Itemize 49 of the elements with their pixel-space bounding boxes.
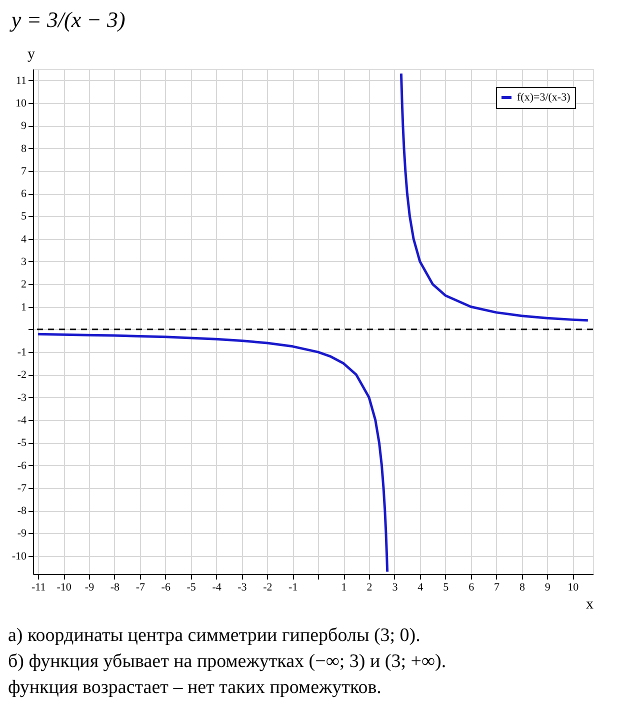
y-tick-label: 6 xyxy=(21,188,27,200)
y-tick-label: -2 xyxy=(17,369,26,382)
y-tick-label: 9 xyxy=(21,120,27,132)
x-tick-label: -6 xyxy=(161,582,171,594)
x-tick-label: 4 xyxy=(418,582,424,594)
y-tick-label: 4 xyxy=(21,233,27,246)
y-tick-label: -3 xyxy=(17,392,27,404)
y-tick-label: 2 xyxy=(21,278,26,291)
x-tick-label: -4 xyxy=(212,582,222,594)
x-axis-title: x xyxy=(586,596,594,612)
x-tick-label: -7 xyxy=(136,582,146,594)
y-tick-label: -9 xyxy=(17,528,27,540)
x-tick-label: 9 xyxy=(544,582,551,594)
x-tick-label: -8 xyxy=(110,582,120,594)
y-tick-label: 7 xyxy=(21,165,27,178)
x-tick-label: 6 xyxy=(468,582,475,594)
y-tick-label: 10 xyxy=(16,97,27,110)
y-tick-label: -10 xyxy=(12,550,27,562)
x-tick-label: -3 xyxy=(238,582,248,594)
x-tick-label: 2 xyxy=(366,582,372,594)
x-tick-label: 8 xyxy=(519,582,526,594)
x-tick-label: 1 xyxy=(341,582,347,594)
x-tick-label: 7 xyxy=(494,582,500,594)
x-tick-label: 5 xyxy=(443,582,450,594)
text: б) функция убывает на промежутках (−∞; 3) и (3; +∞). xyxy=(8,651,446,672)
text: а) координаты центра симметрии гиперболы (3; 0). xyxy=(8,625,420,646)
text: функция возрастает – нет таких промежутков. xyxy=(8,677,382,698)
y-tick-label: 1 xyxy=(21,301,26,314)
legend-label: f(x)=3/(x-3) xyxy=(517,92,571,104)
x-tick-label: 10 xyxy=(568,582,580,594)
y-tick-label: -7 xyxy=(17,482,27,494)
y-tick-label: -8 xyxy=(17,505,27,518)
y-tick-label: 11 xyxy=(16,74,26,87)
x-tick-label: -9 xyxy=(84,582,95,594)
x-tick-label: -11 xyxy=(31,582,46,594)
y-tick-label: -5 xyxy=(17,437,27,450)
x-tick-label: -5 xyxy=(186,582,196,594)
x-tick-label: -10 xyxy=(56,582,72,594)
y-tick-label: -6 xyxy=(17,460,27,472)
y-tick-label: -4 xyxy=(17,414,27,427)
y-tick-label: -1 xyxy=(17,346,26,359)
y-tick-label: 3 xyxy=(21,256,27,268)
x-tick-label: -2 xyxy=(263,582,272,594)
y-tick-label: 8 xyxy=(21,142,27,155)
x-tick-label: -1 xyxy=(288,582,298,594)
chart-title: y = 3/(x − 3) xyxy=(9,7,126,32)
y-axis-title: y xyxy=(28,46,36,62)
x-tick-label: 3 xyxy=(392,582,398,594)
y-tick-label: 5 xyxy=(21,210,27,223)
